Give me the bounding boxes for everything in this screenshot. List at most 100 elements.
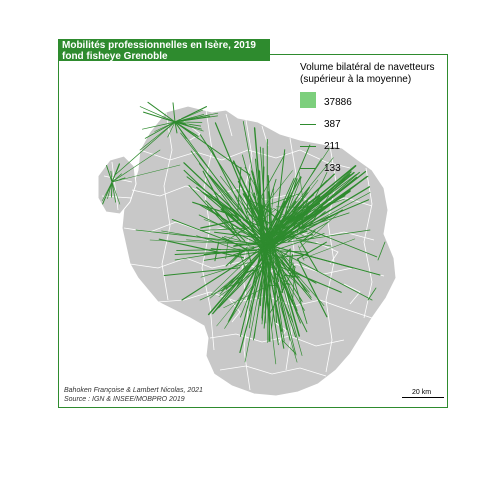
flow-line	[174, 114, 211, 123]
legend-swatch-line	[300, 146, 316, 147]
flow-line	[278, 265, 342, 293]
legend-entry-4: 133	[300, 158, 440, 180]
flow-line	[266, 261, 272, 264]
flow-line	[141, 121, 176, 130]
flow-line	[274, 233, 325, 251]
flow-line	[276, 223, 278, 235]
flow-line	[297, 258, 328, 318]
flow-line	[276, 206, 309, 208]
flow-line	[250, 200, 274, 210]
legend-label: 387	[324, 119, 341, 130]
flow-line	[200, 262, 249, 278]
flow-line	[268, 286, 285, 317]
flow-line	[209, 261, 254, 299]
flow-line	[299, 172, 306, 218]
credit-line-1: Bahoken Françoise & Lambert Nicolas, 202…	[64, 387, 203, 394]
flow-line	[106, 164, 113, 183]
flow-line	[292, 262, 296, 277]
legend: Volume bilatéral de navetteurs (supérieu…	[300, 62, 440, 180]
flow-line	[236, 189, 255, 233]
flow-line	[114, 121, 176, 176]
flow-line	[267, 244, 373, 301]
flow-line	[202, 191, 249, 223]
flow-line	[225, 253, 240, 267]
flow-line	[267, 244, 291, 341]
flow-line	[300, 240, 332, 247]
flow-line	[281, 339, 297, 355]
flow-line	[267, 244, 381, 276]
flow-line	[264, 208, 277, 219]
flow-line	[299, 209, 343, 249]
flow-line	[251, 192, 269, 226]
flow-line	[261, 244, 269, 325]
flow-line	[180, 132, 275, 252]
flow-line	[276, 149, 286, 221]
flow-line	[269, 180, 328, 237]
flow-line	[210, 243, 265, 295]
flow-line	[176, 248, 241, 251]
flow-line	[174, 121, 233, 201]
flow-line	[299, 230, 316, 244]
flow-line	[269, 219, 281, 235]
flow-line	[273, 246, 301, 337]
flow-line	[282, 233, 300, 236]
flow-line	[257, 193, 261, 227]
flow-line	[244, 244, 269, 363]
flow-line	[232, 160, 273, 243]
flow-line	[271, 243, 278, 324]
credit-line-2: Source : IGN & INSEE/MOBPRO 2019	[64, 396, 185, 403]
scale-label: 20 km	[412, 389, 432, 396]
flow-line	[302, 238, 356, 260]
flow-line	[199, 204, 269, 246]
flow-line	[188, 185, 236, 237]
flow-line	[270, 192, 371, 247]
flow-line	[203, 219, 269, 242]
legend-swatch-line	[300, 124, 316, 125]
flow-line	[242, 203, 254, 220]
flow-line	[247, 251, 253, 266]
legend-label: 211	[324, 141, 340, 152]
flow-line	[214, 241, 220, 262]
flow-line	[139, 106, 176, 123]
flow-line	[231, 213, 269, 246]
flow-line	[224, 263, 267, 329]
flow-line	[200, 219, 241, 229]
legend-swatch-line	[300, 168, 316, 169]
flow-line	[111, 181, 117, 203]
flow-line	[111, 181, 121, 205]
flow-line	[139, 121, 176, 151]
flow-line	[149, 239, 269, 246]
flow-line	[367, 287, 377, 301]
flow-line	[273, 253, 312, 300]
flow-line	[227, 244, 269, 323]
flow-line	[237, 166, 242, 211]
flow-line	[296, 241, 327, 260]
flow-line	[273, 205, 308, 238]
flow-line	[262, 199, 370, 246]
flow-line	[172, 102, 176, 123]
flow-line	[181, 244, 269, 301]
flow-line	[264, 284, 279, 287]
flow-line	[205, 200, 246, 242]
scale-bar	[402, 397, 444, 398]
flow-line	[267, 229, 371, 246]
flow-line	[262, 241, 283, 332]
flow-line	[300, 242, 319, 272]
legend-title-line-2: (supérieur à la moyenne)	[300, 74, 412, 85]
flow-line	[261, 249, 277, 365]
flow-line	[271, 263, 280, 329]
flow-line	[200, 228, 247, 231]
flow-line	[135, 229, 269, 246]
flow-line	[263, 157, 334, 243]
flow-line	[110, 170, 113, 183]
flow-line	[239, 251, 246, 269]
flow-line	[275, 263, 280, 283]
title-line-1: Mobilités professionnelles en Isère, 201…	[62, 40, 256, 51]
commuter-flow-lines	[102, 101, 386, 365]
flow-line	[269, 144, 311, 240]
flow-line	[260, 178, 277, 229]
legend-label: 37886	[324, 97, 352, 108]
flow-line	[275, 250, 325, 307]
flow-line	[270, 193, 300, 205]
